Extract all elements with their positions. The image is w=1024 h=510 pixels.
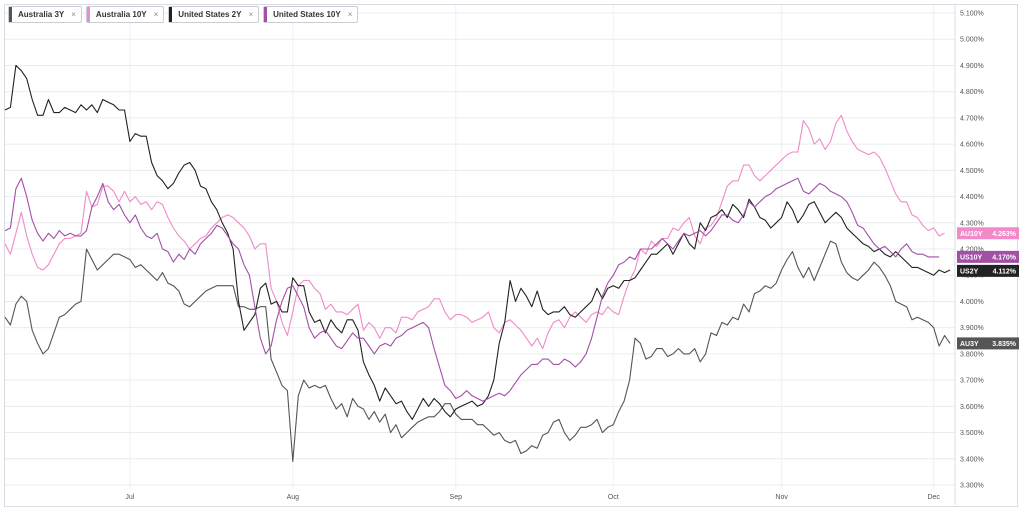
end-tag-symbol: US2Y [960,268,979,275]
end-tag-au3y: AU3Y 3.835% [957,337,1019,350]
legend: Australia 3Y × Australia 10Y × United States… [8,6,359,23]
series-line-us10y [4,177,940,402]
legend-color-swatch [169,7,173,22]
y-tick-label: 4.300% [960,220,984,227]
legend-chip-3[interactable]: United States 10Y × [263,6,359,23]
series-line-au3y [4,240,951,462]
legend-color-swatch [86,7,90,22]
y-tick-label: 4.200% [960,247,984,254]
legend-chip-0[interactable]: Australia 3Y × [8,6,82,23]
y-tick-label: 5.000% [960,37,984,44]
legend-chip-2[interactable]: United States 2Y × [168,6,260,23]
chart-frame [4,4,1018,507]
close-icon[interactable]: × [153,10,159,19]
y-tick-label: 3.400% [960,456,984,463]
series-line-us2y [4,64,951,420]
end-tag-background [957,227,1019,240]
x-tick-label: Nov [775,494,788,501]
y-tick-label: 3.900% [960,325,984,332]
end-tag-us2y: US2Y 4.112% [957,264,1019,277]
end-tag-background [957,337,1019,350]
close-icon[interactable]: × [347,10,353,19]
end-tag-au10y: AU10Y 4.263% [957,227,1019,240]
end-tag-value: 4.170% [992,254,1017,261]
end-tag-symbol: AU10Y [960,231,983,238]
y-tick-label: 3.300% [960,483,984,490]
legend-color-swatch [9,7,12,22]
end-tag-value: 4.263% [992,231,1017,238]
y-axis-ticks: 3.300% 3.400% 3.500% 3.600% 3.700% 3.800% 3.90… [960,11,984,490]
x-axis-ticks: Jul Aug Sep Oct Nov Dec [125,494,940,501]
legend-color-swatch [264,7,268,22]
legend-label: Australia 10Y [95,10,147,19]
end-tag-value: 3.835% [992,341,1017,348]
series-line-au10y [4,114,945,350]
end-tag-symbol: AU3Y [960,341,979,348]
end-tag-background [957,250,1019,263]
y-tick-label: 4.000% [960,299,984,306]
x-tick-label: Jul [125,494,134,501]
end-tag-us10y: US10Y 4.170% [957,250,1019,263]
y-tick-label: 4.700% [960,115,984,122]
end-tag-value: 4.112% [993,268,1017,275]
y-tick-label: 5.100% [960,11,984,18]
end-tag-background [957,264,1019,277]
grid-lines [5,5,956,505]
y-tick-label: 3.700% [960,378,984,385]
legend-label: United States 10Y [273,10,341,19]
y-tick-label: 4.400% [960,194,984,201]
x-tick-label: Dec [927,494,940,501]
y-tick-label: 4.500% [960,168,984,175]
legend-label: United States 2Y [178,10,242,19]
legend-chip-1[interactable]: Australia 10Y × [85,6,165,23]
x-tick-label: Oct [608,494,619,501]
y-tick-label: 3.600% [960,404,984,411]
x-tick-label: Sep [450,494,463,501]
y-tick-label: 4.900% [960,63,984,70]
end-tag-symbol: US10Y [960,254,983,261]
close-icon[interactable]: × [248,10,254,19]
series-lines [4,64,951,462]
end-value-tags: AU10Y 4.263% US10Y 4.170% US2Y 4.112% AU3Y 3.83… [957,227,1019,350]
legend-label: Australia 3Y [18,10,65,19]
x-tick-label: Aug [287,494,300,501]
y-tick-label: 3.800% [960,351,984,358]
y-tick-label: 3.500% [960,430,984,437]
y-tick-label: 4.600% [960,142,984,149]
y-tick-label: 4.800% [960,89,984,96]
close-icon[interactable]: × [71,10,76,19]
